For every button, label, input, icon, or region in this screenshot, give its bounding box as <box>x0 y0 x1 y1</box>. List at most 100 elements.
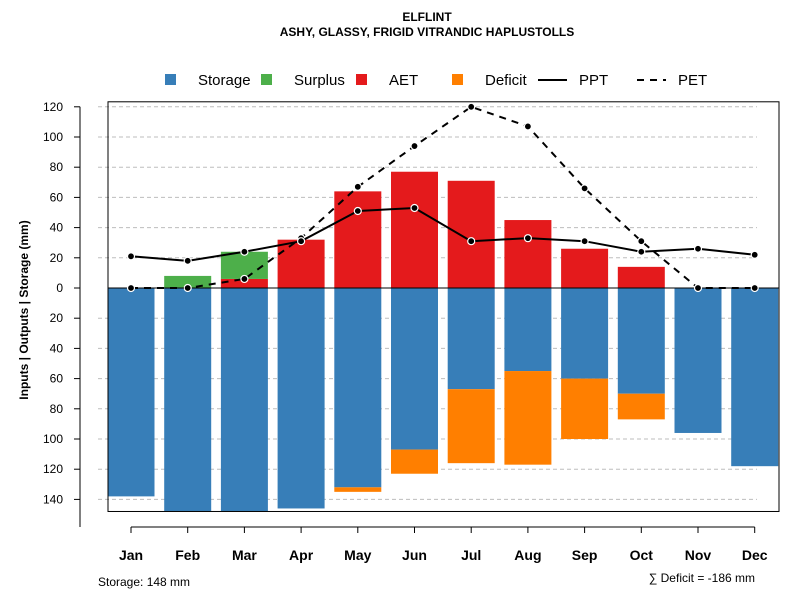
storage-bar <box>164 288 212 512</box>
legend-swatch-storage <box>165 74 176 85</box>
y-tick-label: 120 <box>43 462 63 476</box>
y-tick-label: 120 <box>43 100 63 114</box>
storage-bar <box>277 288 325 509</box>
ppt-point <box>467 237 476 246</box>
x-tick-label: May <box>344 547 371 563</box>
chart-subtitle: ASHY, GLASSY, FRIGID VITRANDIC HAPLUSTOL… <box>280 25 574 39</box>
ppt-point <box>240 247 249 256</box>
legend-label-deficit: Deficit <box>485 72 528 89</box>
deficit-footnote: ∑ Deficit = -186 mm <box>649 571 755 585</box>
storage-bar <box>731 288 779 467</box>
aet-bar <box>334 191 382 288</box>
y-tick-label: 60 <box>50 372 64 386</box>
aet-bar <box>447 180 495 288</box>
surplus-bar <box>220 251 268 279</box>
ppt-point <box>126 252 136 261</box>
storage-bar <box>447 288 495 390</box>
y-tick-label: 80 <box>50 402 64 416</box>
pet-point <box>467 102 476 111</box>
ppt-point <box>297 237 306 246</box>
legend-swatch-deficit <box>452 74 463 85</box>
x-tick-label: Sep <box>572 547 598 563</box>
aet-bar <box>220 278 268 288</box>
deficit-bar <box>391 449 438 474</box>
y-tick-label: 80 <box>50 160 64 174</box>
deficit-bar <box>561 378 609 439</box>
chart-title: ELFLINT <box>402 10 452 24</box>
y-tick-label: 140 <box>43 492 63 506</box>
ppt-point <box>410 203 419 213</box>
storage-bar <box>334 288 382 488</box>
y-tick-label: 40 <box>50 221 64 235</box>
y-tick-label: 0 <box>56 281 63 295</box>
deficit-bar <box>447 389 495 464</box>
x-tick-label: Nov <box>685 547 712 563</box>
legend-label-storage: Storage <box>198 72 251 89</box>
legend-swatch-surplus <box>261 74 272 85</box>
pet-point <box>693 283 703 293</box>
legend-label-pet: PET <box>678 72 707 89</box>
y-tick-label: 100 <box>43 432 63 446</box>
pet-point <box>637 237 646 246</box>
y-tick-label: 20 <box>50 311 64 325</box>
x-tick-label: Oct <box>630 547 654 563</box>
plot-frame <box>107 101 780 512</box>
x-tick-label: Dec <box>742 547 768 563</box>
y-tick-label: 20 <box>50 251 64 265</box>
storage-bar <box>107 288 155 497</box>
y-tick-label: 60 <box>50 190 64 204</box>
aet-bar <box>391 171 438 288</box>
x-tick-label: Mar <box>232 547 257 563</box>
pet-point <box>126 283 136 293</box>
deficit-bar <box>504 371 552 465</box>
x-tick-label: Feb <box>175 547 200 563</box>
x-tick-label: Jun <box>402 547 427 563</box>
legend-label-aet: AET <box>389 72 418 89</box>
y-tick-label: 100 <box>43 130 63 144</box>
storage-bar <box>504 288 552 372</box>
pet-point <box>410 141 419 151</box>
aet-bar <box>504 220 552 288</box>
aet-bar <box>277 239 325 288</box>
ppt-point <box>580 237 589 246</box>
pet-point <box>750 283 759 293</box>
x-tick-label: Jan <box>119 547 143 563</box>
legend-label-ppt: PPT <box>579 72 608 89</box>
pet-point <box>240 274 249 284</box>
surplus-bar <box>164 275 212 288</box>
legend: Storage Surplus AET Deficit PPT PET <box>165 72 707 89</box>
ppt-point <box>523 234 533 243</box>
storage-footnote: Storage: 148 mm <box>98 575 190 589</box>
aet-bar <box>617 266 665 288</box>
y-axis-label: Inputs | Outputs | Storage (mm) <box>17 220 31 399</box>
series-lines <box>126 102 759 293</box>
storage-bar <box>617 288 665 394</box>
ppt-point <box>183 256 192 265</box>
legend-swatch-aet <box>356 74 367 85</box>
pet-point <box>523 122 533 131</box>
storage-bar <box>674 288 722 433</box>
ppt-line <box>130 206 755 262</box>
ppt-point <box>750 250 759 259</box>
ppt-point <box>353 206 362 216</box>
x-tick-label: Apr <box>289 547 314 563</box>
ppt-point <box>693 244 703 253</box>
storage-bar <box>561 288 609 379</box>
legend-label-surplus: Surplus <box>294 72 345 89</box>
bars <box>107 171 779 512</box>
x-tick-label: Jul <box>461 547 481 563</box>
pet-point <box>353 182 362 191</box>
ppt-point <box>637 247 646 256</box>
deficit-bar <box>334 487 382 492</box>
pet-point <box>580 184 589 193</box>
pet-point <box>183 283 192 293</box>
x-tick-label: Aug <box>514 547 541 563</box>
axes: 120 100 80 60 40 20 0 20 40 60 80 100 120 140 Jan Feb Ma… <box>43 100 780 563</box>
storage-bar <box>391 288 438 450</box>
y-tick-label: 40 <box>50 341 64 355</box>
deficit-bar <box>617 393 665 420</box>
aet-bar <box>561 248 609 288</box>
pet-line <box>131 105 755 289</box>
storage-bar <box>220 288 268 512</box>
